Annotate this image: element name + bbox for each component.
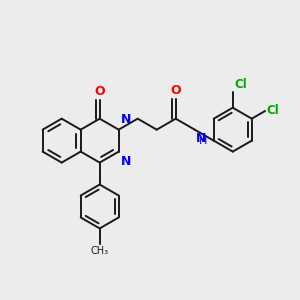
Text: N: N [196,132,206,145]
Text: N: N [121,155,131,168]
Text: O: O [170,84,181,97]
Text: H: H [199,136,207,146]
Text: Cl: Cl [266,104,279,118]
Text: O: O [94,85,105,98]
Text: N: N [121,113,131,126]
Text: CH₃: CH₃ [91,246,109,256]
Text: Cl: Cl [234,78,247,91]
